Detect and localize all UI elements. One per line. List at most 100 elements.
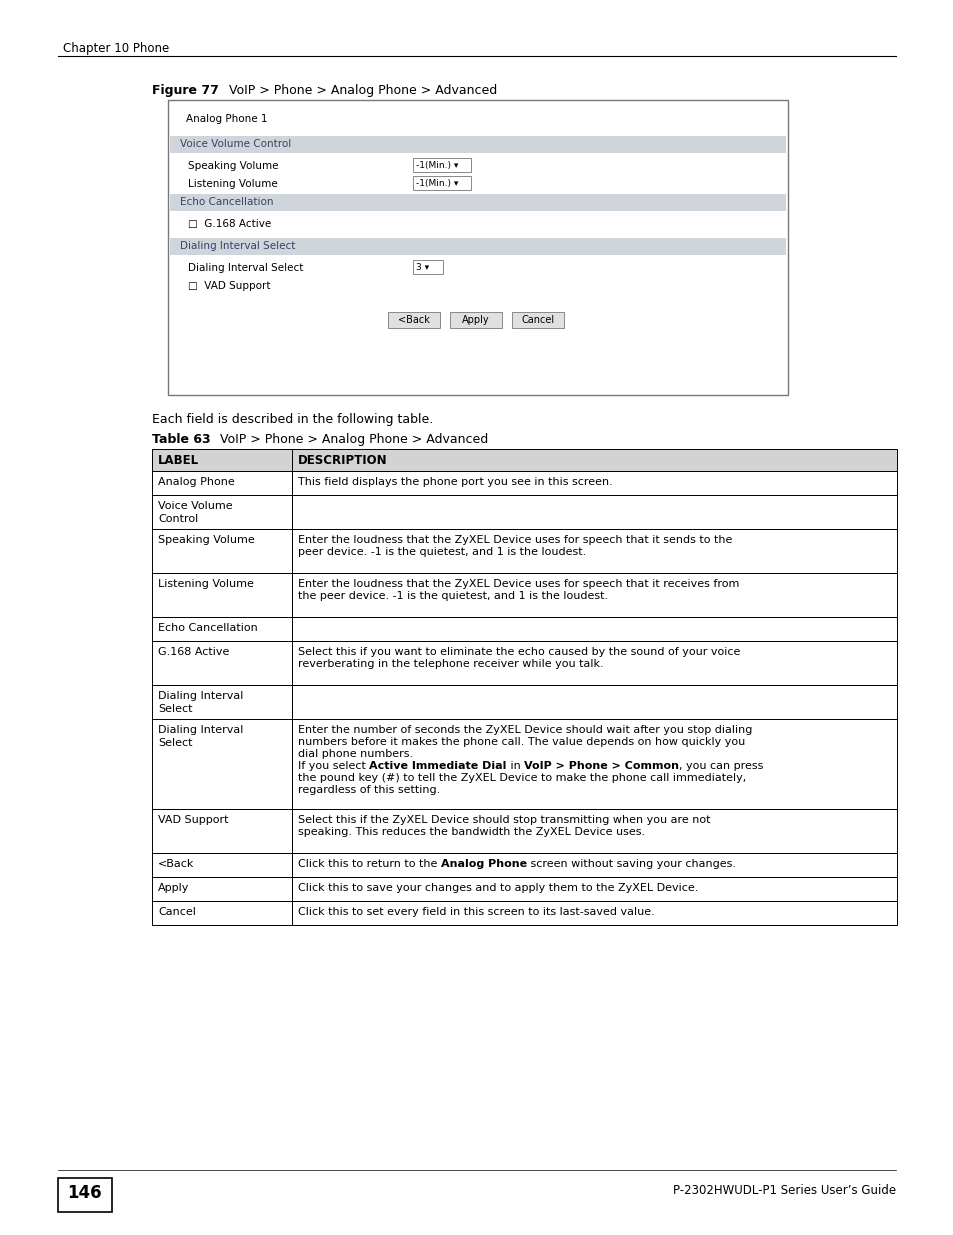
Text: -1(Min.) ▾: -1(Min.) ▾ — [416, 179, 457, 188]
Text: in: in — [506, 761, 523, 771]
Bar — [152, 450, 292, 471]
Text: Enter the number of seconds the ZyXEL Device should wait after you stop dialing: Enter the number of seconds the ZyXEL De… — [297, 725, 752, 735]
Text: reverberating in the telephone receiver while you talk.: reverberating in the telephone receiver … — [297, 659, 603, 669]
Bar — [152, 902, 292, 925]
Text: Active Immediate Dial: Active Immediate Dial — [369, 761, 506, 771]
Bar — [292, 618, 896, 641]
Text: -1(Min.) ▾: -1(Min.) ▾ — [416, 161, 457, 170]
Bar — [292, 685, 896, 719]
Text: Dialing Interval Select: Dialing Interval Select — [188, 263, 303, 273]
Text: peer device. -1 is the quietest, and 1 is the loudest.: peer device. -1 is the quietest, and 1 i… — [297, 547, 586, 557]
Text: the pound key (#) to tell the ZyXEL Device to make the phone call immediately,: the pound key (#) to tell the ZyXEL Devi… — [297, 773, 745, 783]
Text: Click this to save your changes and to apply them to the ZyXEL Device.: Click this to save your changes and to a… — [297, 883, 698, 893]
Text: <Back: <Back — [397, 315, 430, 325]
Bar — [292, 902, 896, 925]
Text: Cancel: Cancel — [158, 906, 195, 918]
Text: Table 63: Table 63 — [152, 433, 211, 446]
Bar — [170, 238, 785, 254]
Text: Analog Phone 1: Analog Phone 1 — [186, 114, 267, 124]
Text: Echo Cancellation: Echo Cancellation — [158, 622, 257, 634]
Text: LABEL: LABEL — [158, 454, 199, 467]
Text: Select: Select — [158, 704, 193, 714]
Bar — [152, 685, 292, 719]
Text: Voice Volume: Voice Volume — [158, 501, 233, 511]
Text: This field displays the phone port you see in this screen.: This field displays the phone port you s… — [297, 477, 612, 487]
Bar — [152, 495, 292, 529]
Text: , you can press: , you can press — [679, 761, 762, 771]
Text: Dialing Interval Select: Dialing Interval Select — [180, 241, 295, 251]
Text: Analog Phone: Analog Phone — [158, 477, 234, 487]
Bar — [152, 809, 292, 853]
Text: Apply: Apply — [461, 315, 489, 325]
Text: Listening Volume: Listening Volume — [188, 179, 277, 189]
Text: □  VAD Support: □ VAD Support — [188, 282, 271, 291]
Bar — [292, 529, 896, 573]
Text: Dialing Interval: Dialing Interval — [158, 725, 243, 735]
Bar — [413, 261, 442, 274]
Text: Echo Cancellation: Echo Cancellation — [180, 198, 274, 207]
Text: VoIP > Phone > Analog Phone > Advanced: VoIP > Phone > Analog Phone > Advanced — [216, 84, 497, 98]
Text: Figure 77: Figure 77 — [152, 84, 218, 98]
Text: P-2302HWUDL-P1 Series User’s Guide: P-2302HWUDL-P1 Series User’s Guide — [672, 1184, 895, 1197]
Bar — [413, 177, 471, 190]
Text: Apply: Apply — [158, 883, 190, 893]
Text: numbers before it makes the phone call. The value depends on how quickly you: numbers before it makes the phone call. … — [297, 737, 744, 747]
Bar — [152, 471, 292, 495]
Bar — [292, 471, 896, 495]
Bar — [152, 529, 292, 573]
Text: Each field is described in the following table.: Each field is described in the following… — [152, 412, 433, 426]
Text: If you select: If you select — [297, 761, 369, 771]
Bar — [152, 641, 292, 685]
Text: VoIP > Phone > Common: VoIP > Phone > Common — [523, 761, 679, 771]
Text: Click this to set every field in this screen to its last-saved value.: Click this to set every field in this sc… — [297, 906, 654, 918]
Text: □  G.168 Active: □ G.168 Active — [188, 219, 271, 228]
Text: VoIP > Phone > Analog Phone > Advanced: VoIP > Phone > Analog Phone > Advanced — [208, 433, 488, 446]
Bar — [413, 158, 471, 172]
Text: 3 ▾: 3 ▾ — [416, 263, 429, 272]
Text: Voice Volume Control: Voice Volume Control — [180, 140, 291, 149]
Text: the peer device. -1 is the quietest, and 1 is the loudest.: the peer device. -1 is the quietest, and… — [297, 592, 607, 601]
Bar — [292, 495, 896, 529]
Bar — [152, 719, 292, 809]
Bar — [292, 641, 896, 685]
Bar — [512, 312, 563, 329]
Text: Chapter 10 Phone: Chapter 10 Phone — [63, 42, 169, 56]
Text: Speaking Volume: Speaking Volume — [188, 161, 278, 170]
Text: Click this to return to the: Click this to return to the — [297, 860, 440, 869]
Text: Dialing Interval: Dialing Interval — [158, 692, 243, 701]
Text: <Back: <Back — [158, 860, 194, 869]
Text: Select this if you want to eliminate the echo caused by the sound of your voice: Select this if you want to eliminate the… — [297, 647, 740, 657]
Text: Enter the loudness that the ZyXEL Device uses for speech that it sends to the: Enter the loudness that the ZyXEL Device… — [297, 535, 732, 545]
Bar — [168, 100, 787, 395]
Text: regardless of this setting.: regardless of this setting. — [297, 785, 439, 795]
Bar — [152, 853, 292, 877]
Text: VAD Support: VAD Support — [158, 815, 229, 825]
Text: Enter the loudness that the ZyXEL Device uses for speech that it receives from: Enter the loudness that the ZyXEL Device… — [297, 579, 739, 589]
Text: G.168 Active: G.168 Active — [158, 647, 229, 657]
Bar — [58, 1178, 112, 1212]
Text: speaking. This reduces the bandwidth the ZyXEL Device uses.: speaking. This reduces the bandwidth the… — [297, 827, 644, 837]
Bar — [152, 573, 292, 618]
Bar — [152, 618, 292, 641]
Text: Cancel: Cancel — [521, 315, 554, 325]
Text: screen without saving your changes.: screen without saving your changes. — [526, 860, 735, 869]
Bar — [388, 312, 439, 329]
Bar — [170, 136, 785, 153]
Text: Listening Volume: Listening Volume — [158, 579, 253, 589]
Bar — [152, 877, 292, 902]
Bar — [292, 877, 896, 902]
Text: Analog Phone: Analog Phone — [440, 860, 526, 869]
Text: Select this if the ZyXEL Device should stop transmitting when you are not: Select this if the ZyXEL Device should s… — [297, 815, 710, 825]
Text: 146: 146 — [68, 1184, 102, 1202]
Bar — [292, 719, 896, 809]
Text: dial phone numbers.: dial phone numbers. — [297, 748, 413, 760]
Bar — [152, 450, 896, 471]
Bar — [170, 194, 785, 211]
Bar — [292, 853, 896, 877]
Bar — [292, 809, 896, 853]
Text: Select: Select — [158, 739, 193, 748]
Text: Speaking Volume: Speaking Volume — [158, 535, 254, 545]
Bar — [450, 312, 501, 329]
Bar — [292, 573, 896, 618]
Text: Control: Control — [158, 514, 198, 524]
